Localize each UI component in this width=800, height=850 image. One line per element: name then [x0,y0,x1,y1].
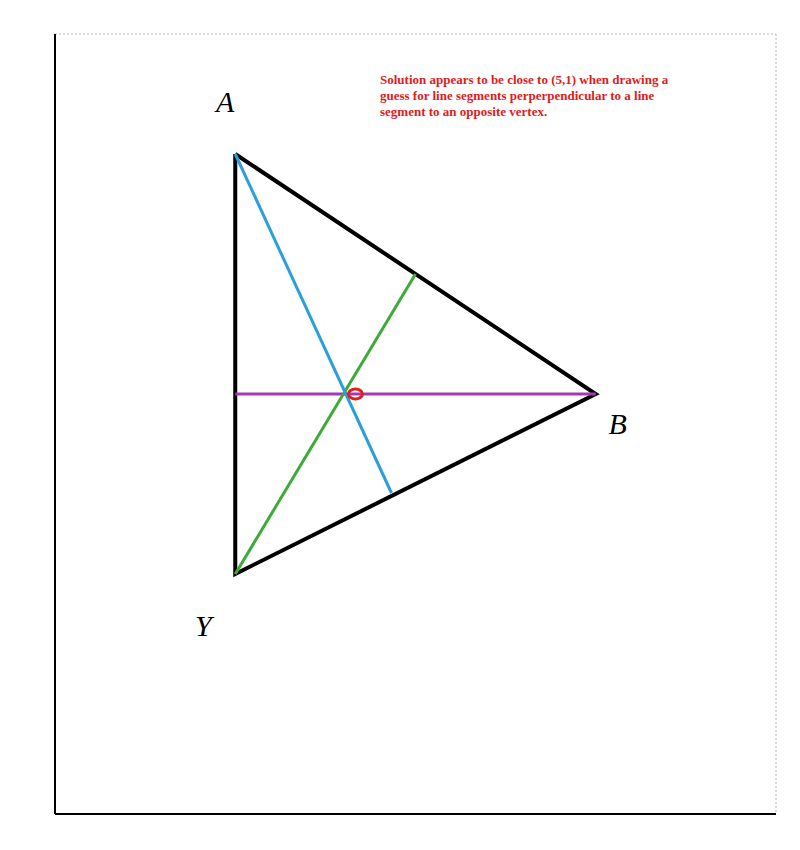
svg-text:B: B [609,407,627,440]
svg-text:Y: Y [195,609,215,642]
svg-text:A: A [214,85,235,118]
html-text:Solution appears to be close t: Solution appears to be close to (5,1) wh… [380,72,669,119]
